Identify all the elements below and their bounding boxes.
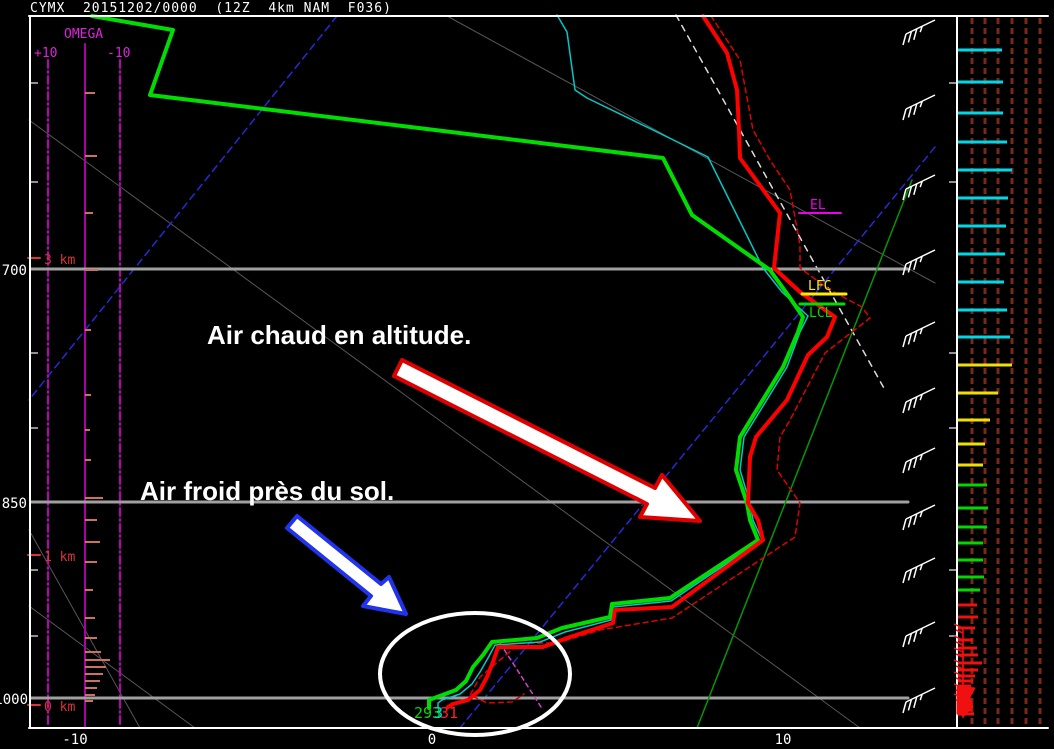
wind-barb-tick [902,701,907,714]
panel-barb-tick [955,653,964,658]
wind-barb-tick [913,103,918,115]
wind-barb-tick [902,263,907,276]
omega-minus10-label: -10 [107,46,130,61]
wind-barb-tick [902,108,907,121]
surface-value-cyan: 3 [434,704,443,722]
model-temp-dashed [469,15,871,704]
wind-barb-halftick [919,453,923,461]
xaxis-label-neg10: -10 [62,732,87,748]
wind-barb-halftick [919,393,923,401]
pressure-label-700: 700 [2,263,27,279]
pressure-label-850: 850 [2,496,27,512]
omega-plus10-label: +10 [34,46,57,61]
wind-barb-tick [907,261,913,273]
panel-barb-tick [955,677,964,682]
wind-barb-tick [902,635,907,648]
surface-value-red: 31 [440,704,458,722]
wind-barb-tick [907,516,913,528]
wind-barb-tick [913,396,918,408]
wind-barb-tick [907,186,913,198]
wind-barb-halftick [919,100,923,108]
dewpoint-trace [90,14,805,710]
lcl-label: LCL [809,306,833,321]
panel-barb-tick [953,671,964,677]
wind-barb-halftick [919,327,923,335]
wind-barb-halftick [919,627,923,635]
height-label-1km: 1 km [44,550,75,565]
panel-barb-tick [955,641,964,646]
wind-barb-tick [907,633,913,645]
lfc-label: LFC [808,279,831,294]
wind-barb-tick [907,333,913,345]
wind-barb-tick [902,461,907,474]
panel-barb-tick [953,647,964,653]
wind-barb-tick [902,335,907,348]
surface-red-blob [956,685,976,717]
omega-label: OMEGA [64,27,103,42]
wind-barb-tick [913,630,918,642]
wind-barb-tick [902,571,907,584]
height-label-3km: 3 km [44,253,75,268]
wetbulb-trace [437,14,809,708]
pressure-label-1000: 1000 [0,692,28,708]
panel-barb-tick [955,665,964,670]
wind-barb-halftick [919,255,923,263]
xaxis-label-10: 10 [775,732,792,748]
blue-arrow [285,514,408,616]
wind-barb-tick [907,699,913,711]
dry-adiabat-3 [28,605,196,729]
chart-title: CYMX 20151202/0000 (12Z 4km NAM F036) [30,1,392,16]
wind-barb-halftick [919,563,923,571]
annotation-warm-air: Air chaud en altitude. [207,320,471,350]
wind-barb-tick [902,518,907,531]
wind-barb-halftick [919,25,923,33]
moist-adiabat-green [696,179,913,729]
wind-barb-tick [913,258,918,270]
wind-barb-tick [907,399,913,411]
wind-barb-tick [907,31,913,43]
blue-dashed-isotherm-1 [28,15,338,401]
wind-barb-tick [902,33,907,46]
panel-barb-tick [953,623,964,629]
surface-highlight-ellipse [378,611,572,737]
panel-barb-tick [953,659,964,665]
wind-barb-tick [913,28,918,40]
wind-barb-tick [902,401,907,414]
wind-barb-tick [907,569,913,581]
surface-value-green: 293 [414,704,441,722]
height-label-0km: 0 km [44,700,75,715]
panel-barb-tick [953,635,964,641]
wind-barb-tick [907,459,913,471]
wind-barb-halftick [919,510,923,518]
dry-adiabat-1 [446,15,936,284]
el-label: EL [810,198,826,213]
white-dashed-isotherm [675,14,886,391]
wind-barb-tick [913,696,918,708]
wind-barb-tick [913,183,918,195]
wind-barb-tick [913,566,918,578]
wind-barb-tick [913,513,918,525]
panel-barb-tick [955,629,964,634]
red-arrow [392,358,702,523]
wind-barb-halftick [919,693,923,701]
wind-barb-halftick [919,180,923,188]
wind-barb-tick [902,188,907,201]
wind-barb-tick [913,456,918,468]
wind-barb-tick [913,330,918,342]
dry-adiabat-2 [28,119,861,729]
temperature-trace [446,14,837,709]
wind-barb-tick [907,106,913,118]
xaxis-label-0: 0 [428,732,436,748]
annotation-cold-air: Air froid près du sol. [140,476,394,506]
